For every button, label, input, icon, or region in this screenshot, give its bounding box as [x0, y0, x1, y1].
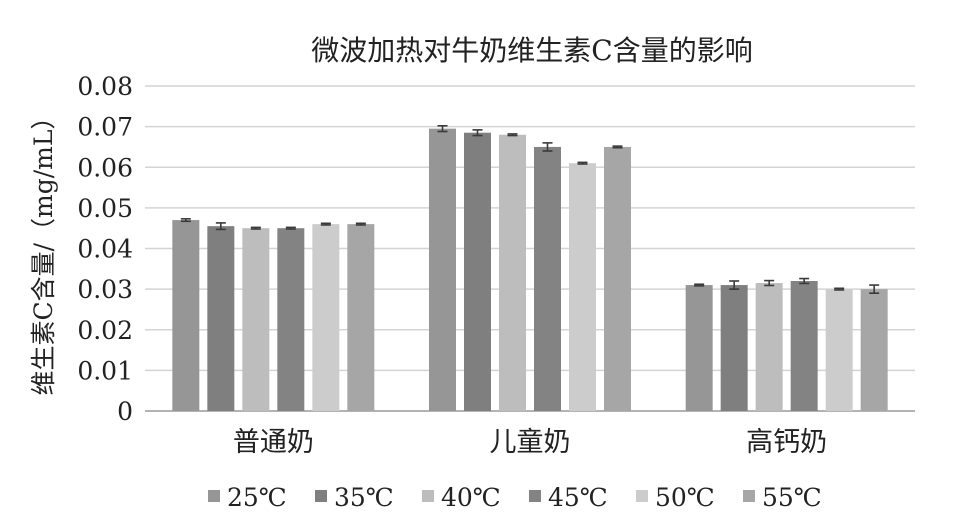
bar	[685, 285, 713, 411]
error-bars	[180, 125, 880, 294]
legend-swatch	[315, 490, 327, 502]
y-tick-label: 0.06	[77, 153, 133, 182]
x-tick-labels: 普通奶 儿童奶 高钙奶	[233, 427, 827, 458]
bar	[464, 132, 491, 411]
legend-label: 25℃	[227, 483, 287, 512]
legend: 25℃ 35℃ 40℃ 45℃ 50℃ 55℃	[208, 483, 822, 512]
bar	[790, 281, 818, 411]
legend-label: 55℃	[762, 483, 822, 512]
legend-swatch	[208, 490, 220, 502]
legend-label: 40℃	[441, 483, 501, 512]
legend-label: 45℃	[548, 483, 608, 512]
bar	[242, 228, 270, 411]
legend-swatch	[529, 490, 541, 502]
bar	[755, 283, 783, 411]
gridlines	[145, 85, 915, 412]
bar	[277, 228, 305, 411]
bar	[347, 224, 375, 411]
y-tick-label: 0.05	[77, 194, 133, 223]
y-tick-label: 0.07	[77, 113, 133, 142]
bar	[312, 224, 340, 411]
bar	[429, 128, 456, 411]
legend-swatch	[422, 490, 434, 502]
y-tick-label: 0	[117, 397, 133, 426]
bar	[569, 163, 596, 411]
bar	[499, 134, 526, 411]
bar	[720, 285, 748, 411]
bar	[825, 289, 853, 411]
y-tick-label: 0.08	[77, 72, 133, 101]
bar	[172, 220, 200, 411]
bar	[860, 289, 888, 411]
y-tick-label: 0.03	[77, 275, 133, 304]
legend-label: 50℃	[655, 483, 715, 512]
x-tick-label: 高钙奶	[746, 427, 827, 458]
x-tick-label: 普通奶	[233, 427, 314, 458]
chart-title: 微波加热对牛奶维生素C含量的影响	[311, 34, 752, 67]
bar	[604, 146, 631, 411]
bars	[172, 128, 888, 411]
y-tick-labels: 0 0.01 0.02 0.03 0.04 0.05 0.06 0.07 0.08	[77, 72, 133, 426]
legend-swatch	[636, 490, 648, 502]
bar	[534, 146, 561, 411]
y-tick-label: 0.04	[77, 235, 133, 264]
legend-label: 35℃	[334, 483, 394, 512]
y-axis-label: 维生素C含量/（mg/mL）	[29, 105, 58, 396]
bar	[207, 226, 235, 411]
y-tick-label: 0.01	[77, 356, 133, 385]
legend-swatch	[743, 490, 755, 502]
y-tick-label: 0.02	[77, 316, 133, 345]
x-tick-label: 儿童奶	[490, 427, 571, 458]
